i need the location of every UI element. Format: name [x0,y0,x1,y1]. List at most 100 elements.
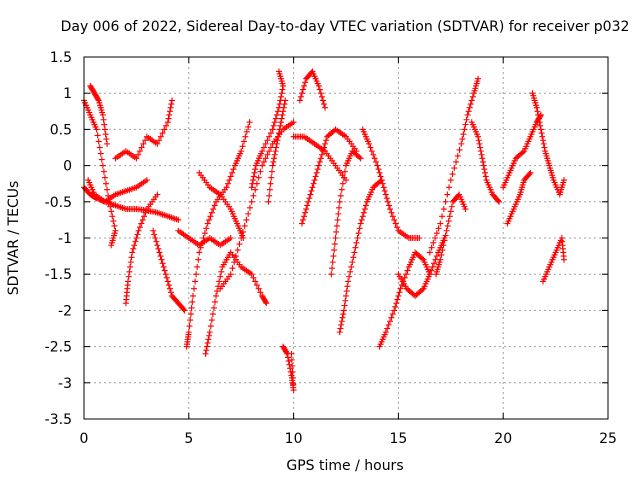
data-point [269,162,276,169]
data-point [250,192,257,199]
series-sat-w [395,235,448,299]
data-point [154,191,161,198]
y-tick-label: -2 [58,303,72,319]
data-point [302,209,309,216]
data-point [349,259,356,266]
y-tick-label: 1.5 [50,50,72,66]
data-point [275,130,282,137]
data-point [331,241,338,248]
series-sat-o [265,97,289,205]
data-point [175,216,182,223]
data-point [463,116,470,123]
data-point [136,224,143,231]
series-sat-s [328,148,364,278]
data-point [476,140,483,147]
data-point [155,245,162,252]
data-point [332,235,339,241]
data-point [157,253,164,260]
data-point [355,230,362,237]
data-point [357,220,364,227]
data-point [252,166,259,173]
data-point [267,130,274,137]
data-point [142,137,149,144]
data-point [266,186,273,193]
data-point [236,241,243,248]
data-point [304,202,311,209]
data-point [337,325,344,332]
data-point [227,173,234,180]
data-point [338,321,345,328]
data-point [288,350,295,357]
data-point [260,144,267,151]
series-sat-r [298,126,360,227]
data-point [217,273,224,280]
data-point [197,244,204,251]
data-point [143,177,150,184]
data-point [336,329,343,336]
data-point [157,133,164,140]
data-point [330,253,337,260]
data-point [166,285,173,292]
data-point [185,329,192,336]
data-point [280,108,287,115]
series-sat-y [433,191,469,278]
y-tick-label: 1 [63,86,72,102]
data-point [374,162,381,169]
data-point [310,180,317,187]
data-point [277,122,284,129]
data-point [444,222,451,229]
data-point [200,235,207,241]
data-point [442,198,449,205]
data-point [250,274,257,281]
data-point [136,148,143,155]
data-point [94,132,101,139]
series-sat-t [336,177,385,336]
data-point [135,151,142,158]
data-point [203,347,210,354]
data-point [479,155,486,162]
data-point [361,206,368,213]
data-point [165,115,172,122]
data-point [267,144,274,151]
data-point [307,191,314,198]
data-point [160,263,167,270]
data-point [453,158,460,165]
data-point [306,195,313,202]
data-point [319,97,326,104]
data-point [403,271,410,278]
y-tick-label: -2.5 [45,340,72,356]
data-point [107,203,114,210]
data-point [538,130,545,137]
data-point [358,216,365,223]
data-point [135,227,142,234]
data-point [141,213,148,220]
data-point [352,244,359,251]
data-point [109,213,116,220]
data-point [337,192,344,199]
axis-ticks: 0 5 10 15 20 25 -3.5 -3 -2.5 -2 -1.5 -1 -0.5 0 0.5 1 1.5 [45,50,617,447]
data-point [134,231,141,238]
data-point [111,222,118,229]
data-point [314,166,321,173]
series-sat-j [196,169,247,241]
data-point [259,162,266,169]
data-point [350,254,357,261]
data-point [238,148,245,155]
data-point [449,171,456,178]
data-point [336,198,343,205]
data-point [263,300,270,307]
data-point [302,79,309,86]
series-sat-n [280,343,297,394]
data-point [429,263,436,270]
data-point [245,210,252,217]
data-point [416,235,423,241]
data-point [187,311,194,318]
data-point [252,186,259,193]
data-point [308,187,315,194]
data-point [334,216,341,223]
data-point [533,104,540,111]
data-point [104,186,111,193]
data-point [430,239,437,246]
y-tick-label: -0.5 [45,195,72,211]
